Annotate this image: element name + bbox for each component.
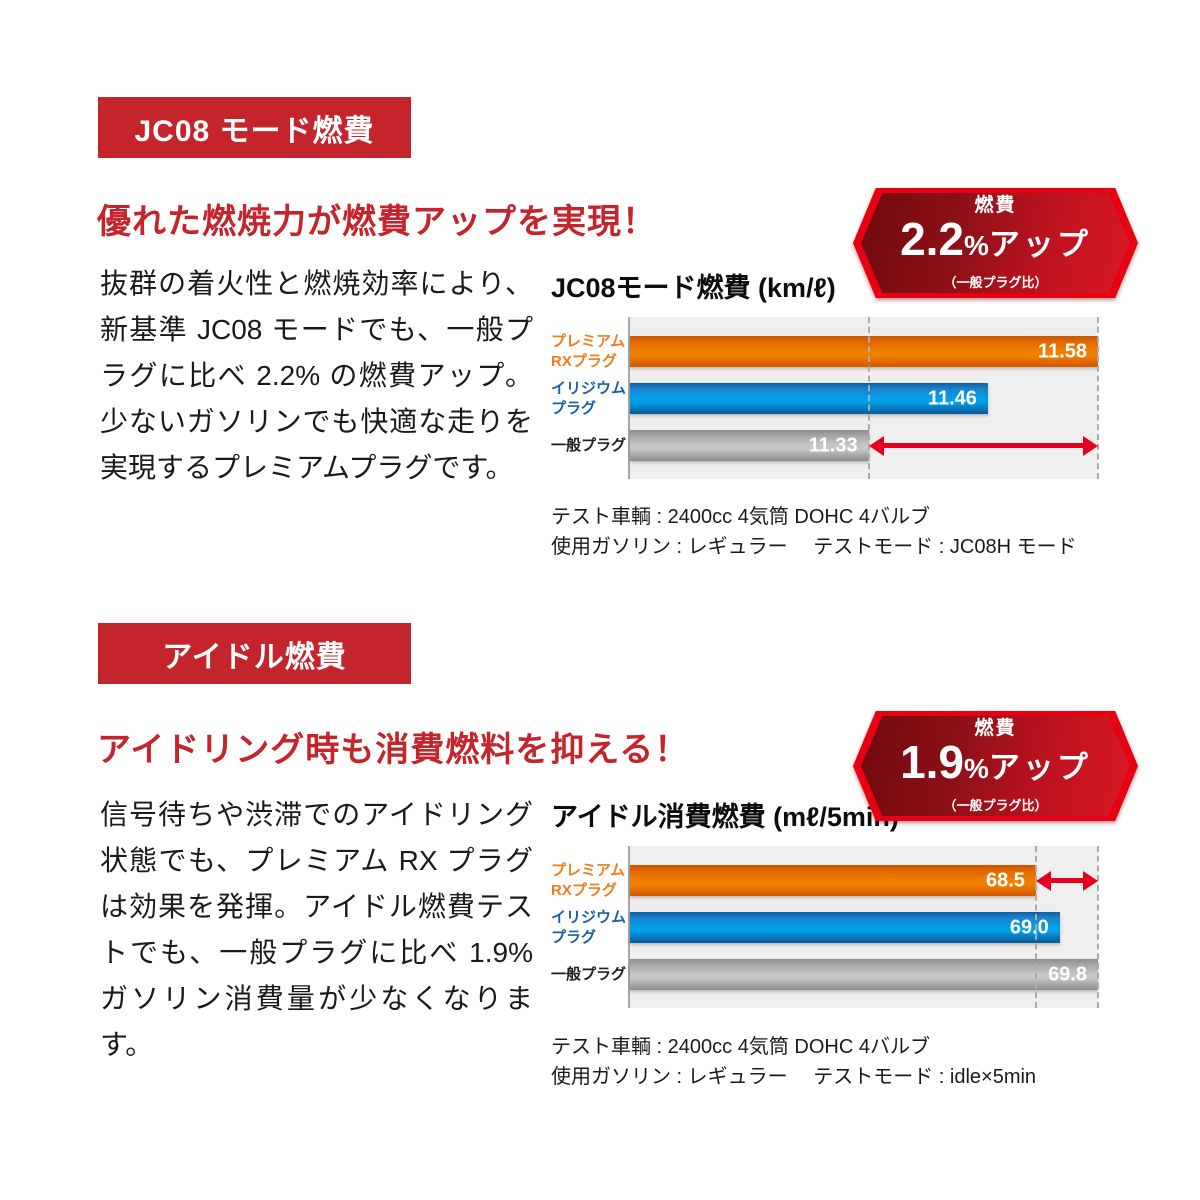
hexagon-percent-sign: %	[964, 753, 989, 784]
arrow-head-right	[1082, 435, 1098, 456]
bar-chart-idle: 68.5 69.0 69.8	[628, 846, 1099, 1008]
category-label-iridium: イリジウム プラグ	[551, 909, 627, 946]
hexagon-suffix: アップ	[988, 227, 1091, 262]
category-label-standard: 一般プラグ	[551, 437, 627, 454]
bar-chart-jc08: 11.58 11.46 11.33	[628, 317, 1099, 479]
category-label-iridium: イリジウム プラグ	[551, 380, 627, 417]
arrow-head-left	[1035, 870, 1051, 891]
dashed-reference-line	[867, 317, 870, 479]
test-conditions-line2: 使用ガソリン : レギュラー テストモード : JC08H モード	[551, 536, 1077, 558]
hexagon-note: （一般プラグ比）	[943, 275, 1048, 290]
section-body-text: 抜群の着火性と燃焼効率により、新基準 JC08 モードでも、一般プラグに比べ 2…	[100, 268, 533, 483]
hexagon-value-line: 1.9%アップ	[900, 739, 1091, 796]
chart-title: JC08モード燃費 (km/ℓ)	[551, 273, 836, 303]
test-conditions-line2: 使用ガソリン : レギュラー テストモード : idle×5min	[551, 1066, 1037, 1088]
arrow-head-left	[868, 435, 884, 456]
section-heading: アイドリング時も消費燃料を抑える！	[97, 731, 690, 769]
dashed-reference-line	[1034, 846, 1037, 1008]
hexagon-note: （一般プラグ比）	[943, 798, 1048, 813]
bar-value-label: 69.8	[1048, 963, 1087, 985]
improvement-arrow	[1035, 870, 1098, 892]
arrow-line	[1046, 878, 1087, 883]
test-conditions-line1: テスト車輌 : 2400cc 4気筒 DOHC 4バルブ	[551, 1036, 930, 1058]
section-badge-label: アイドル燃費	[162, 640, 347, 674]
hexagon-value: 1.9	[900, 736, 965, 788]
improvement-hexagon-badge: 燃費 1.9%アップ （一般プラグ比）	[853, 711, 1138, 821]
arrow-head-right	[1082, 870, 1098, 891]
bar-value-label: 11.46	[927, 387, 977, 409]
category-label-premium-rx: プレミアム RXプラグ	[551, 333, 625, 370]
hexagon-value-line: 2.2%アップ	[900, 216, 1091, 273]
dashed-reference-line	[1097, 317, 1099, 479]
bar-iridium: 69.0	[630, 912, 1060, 943]
hexagon-top-label: 燃費	[974, 718, 1017, 739]
section-body-text: 信号待ちや渋滞でのアイドリング状態でも、プレミアム RX プラグは効果を発揮。ア…	[100, 799, 533, 1060]
hexagon-percent-sign: %	[964, 230, 989, 261]
improvement-arrow	[868, 435, 1098, 457]
section-badge-label: JC08 モード燃費	[134, 114, 375, 148]
bar-value-label: 11.58	[1038, 340, 1087, 362]
section-heading: 優れた燃焼力が燃費アップを実現！	[97, 203, 657, 241]
hexagon-fill: 燃費 2.2%アップ （一般プラグ比）	[861, 193, 1130, 293]
bar-value-label: 68.5	[985, 869, 1025, 891]
dashed-reference-line	[1097, 846, 1099, 1008]
test-conditions: テスト車輌 : 2400cc 4気筒 DOHC 4バルブ 使用ガソリン : レギ…	[551, 1032, 1036, 1092]
bar-premium-rx: 11.58	[630, 336, 1098, 367]
chart-category-labels: プレミアム RXプラグ イリジウム プラグ 一般プラグ	[551, 317, 627, 479]
hexagon-suffix: アップ	[988, 750, 1091, 785]
hexagon-value: 2.2	[900, 213, 965, 265]
bar-standard: 69.8	[630, 959, 1098, 990]
bar-premium-rx: 68.5	[630, 865, 1036, 896]
category-label-premium-rx: プレミアム RXプラグ	[551, 862, 625, 899]
arrow-line	[879, 443, 1087, 448]
test-conditions-line1: テスト車輌 : 2400cc 4気筒 DOHC 4バルブ	[551, 506, 930, 528]
hexagon-top-label: 燃費	[974, 195, 1017, 216]
bar-value-label: 69.0	[1009, 916, 1049, 938]
hexagon-fill: 燃費 1.9%アップ （一般プラグ比）	[861, 716, 1130, 816]
section-badge-idle: アイドル燃費	[98, 623, 411, 684]
chart-title: アイドル消費燃費 (mℓ/5min)	[551, 802, 899, 832]
test-conditions: テスト車輌 : 2400cc 4気筒 DOHC 4バルブ 使用ガソリン : レギ…	[551, 502, 1077, 562]
category-label-standard: 一般プラグ	[551, 966, 627, 983]
bar-standard: 11.33	[630, 430, 869, 461]
bar-value-label: 11.33	[808, 434, 858, 456]
section-badge-jc08: JC08 モード燃費	[98, 97, 411, 158]
improvement-hexagon-badge: 燃費 2.2%アップ （一般プラグ比）	[853, 188, 1138, 298]
chart-category-labels: プレミアム RXプラグ イリジウム プラグ 一般プラグ	[551, 846, 627, 1008]
bar-iridium: 11.46	[630, 383, 988, 414]
